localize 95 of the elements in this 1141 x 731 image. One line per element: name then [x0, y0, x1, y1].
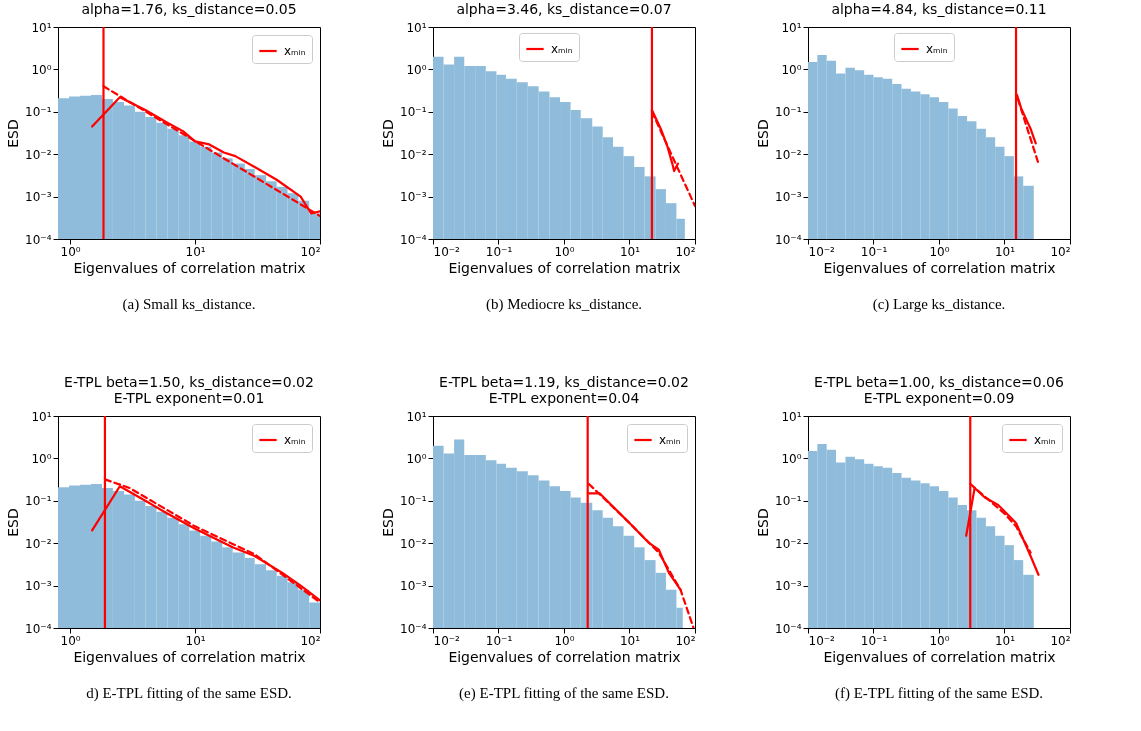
y-tick-label: 10⁻¹	[775, 494, 802, 509]
legend-label: xₘᵢₙ	[284, 44, 306, 58]
x-tick-label: 10²	[675, 633, 696, 648]
y-tick-label: 10⁻¹	[775, 105, 802, 120]
y-tick-label: 10⁻²	[400, 147, 427, 162]
y-tick-label: 10⁻⁴	[400, 232, 427, 247]
x-axis-title: Eigenvalues of correlation matrix	[448, 648, 681, 665]
x-axis-title: Eigenvalues of correlation matrix	[73, 648, 306, 665]
x-tick-label: 10⁰	[929, 244, 950, 259]
x-tick-label: 10⁻¹	[485, 244, 513, 259]
y-tick-label: 10¹	[31, 20, 52, 35]
y-tick-label: 10⁻⁴	[400, 621, 427, 636]
y-tick-label: 10⁻²	[775, 147, 802, 162]
y-tick-label: 10¹	[406, 20, 427, 35]
chart-title: E-TPL beta=1.19, ks_distance=0.02	[439, 374, 689, 390]
y-tick-label: 10⁻²	[25, 147, 52, 162]
chart-title: alpha=3.46, ks_distance=0.07	[456, 1, 672, 17]
x-axis-title: Eigenvalues of correlation matrix	[73, 259, 306, 276]
chart-title: E-TPL beta=1.00, ks_distance=0.06	[814, 374, 1065, 390]
chart-title: E-TPL beta=1.50, ks_distance=0.02	[64, 374, 314, 390]
y-tick-label: 10⁻²	[25, 536, 52, 551]
y-tick-label: 10⁰	[406, 62, 427, 77]
y-tick-label: 10⁻¹	[25, 105, 52, 120]
y-tick-label: 10¹	[31, 409, 52, 424]
x-tick-label: 10⁻¹	[860, 244, 888, 259]
x-tick-label: 10¹	[185, 633, 206, 648]
y-tick-label: 10⁻³	[25, 579, 52, 594]
y-axis-title: ESD	[380, 508, 397, 537]
text: (e) E-TPL fitting of the same ESD.	[459, 685, 669, 702]
text: (b) Mediocre ks_distance.	[485, 296, 643, 313]
y-tick-label: 10⁻²	[775, 536, 802, 551]
y-tick-label: 10⁰	[781, 451, 802, 466]
x-tick-label: 10⁻²	[808, 244, 836, 259]
y-tick-label: 10⁻³	[400, 190, 427, 205]
x-axis-title: Eigenvalues of correlation matrix	[823, 648, 1056, 665]
y-axis-title: ESD	[755, 119, 772, 148]
x-tick-label: 10¹	[619, 633, 641, 648]
y-tick-label: 10⁻³	[775, 190, 802, 205]
chart-subtitle: E-TPL exponent=0.04	[488, 390, 640, 406]
y-axis-title: ESD	[380, 119, 397, 148]
y-tick-label: 10⁻⁴	[775, 621, 802, 636]
text: (f) E-TPL fitting of the same ESD.	[834, 685, 1044, 702]
x-tick-label: 10¹	[994, 244, 1016, 259]
y-tick-label: 10⁻³	[400, 579, 427, 594]
x-tick-label: 10²	[1050, 633, 1071, 648]
y-tick-label: 10⁰	[781, 62, 802, 77]
text: d) E-TPL fitting of the same ESD.	[86, 685, 292, 702]
x-tick-label: 10²	[1050, 244, 1071, 259]
chart-subtitle: E-TPL exponent=0.09	[863, 390, 1015, 406]
x-tick-label: 10⁰	[929, 633, 950, 648]
x-tick-label: 10⁰	[60, 244, 81, 259]
legend-label: xₘᵢₙ	[284, 433, 306, 447]
y-tick-label: 10⁰	[406, 451, 427, 466]
legend-label: xₘᵢₙ	[926, 42, 948, 56]
text: (a) Small ks_distance.	[122, 296, 256, 313]
x-tick-label: 10¹	[619, 244, 641, 259]
y-tick-label: 10⁻¹	[400, 494, 427, 509]
x-tick-label: 10⁰	[554, 633, 575, 648]
y-axis-title: ESD	[755, 508, 772, 537]
x-tick-label: 10⁻¹	[485, 633, 513, 648]
legend-label: xₘᵢₙ	[659, 433, 681, 447]
y-axis-title: ESD	[5, 119, 22, 148]
y-tick-label: 10⁻²	[400, 536, 427, 551]
y-tick-label: 10¹	[781, 409, 802, 424]
y-tick-label: 10⁻³	[25, 190, 52, 205]
y-axis-title: ESD	[5, 508, 22, 537]
x-tick-label: 10²	[300, 244, 321, 259]
y-tick-label: 10⁻⁴	[25, 232, 52, 247]
x-axis-title: Eigenvalues of correlation matrix	[823, 259, 1056, 276]
y-tick-label: 10⁻⁴	[25, 621, 52, 636]
y-tick-label: 10⁻¹	[400, 105, 427, 120]
text: (c) Large ks_distance.	[872, 296, 1006, 313]
x-tick-label: 10⁻²	[433, 244, 461, 259]
y-tick-label: 10⁻³	[775, 579, 802, 594]
legend-label: xₘᵢₙ	[551, 42, 573, 56]
y-tick-label: 10⁰	[31, 451, 52, 466]
x-tick-label: 10¹	[185, 244, 206, 259]
x-tick-label: 10²	[300, 633, 321, 648]
y-tick-label: 10⁻⁴	[775, 232, 802, 247]
x-tick-label: 10⁻¹	[860, 633, 888, 648]
y-tick-label: 10¹	[406, 409, 427, 424]
y-tick-label: 10⁰	[31, 62, 52, 77]
x-tick-label: 10⁰	[60, 633, 81, 648]
chart-title: alpha=4.84, ks_distance=0.11	[831, 1, 1047, 17]
y-tick-label: 10⁻¹	[25, 494, 52, 509]
chart-subtitle: E-TPL exponent=0.01	[113, 390, 265, 406]
x-tick-label: 10¹	[994, 633, 1016, 648]
legend-label: xₘᵢₙ	[1034, 433, 1056, 447]
x-tick-label: 10⁻²	[808, 633, 836, 648]
x-tick-label: 10⁻²	[433, 633, 461, 648]
x-axis-title: Eigenvalues of correlation matrix	[448, 259, 681, 276]
chart-title: alpha=1.76, ks_distance=0.05	[81, 1, 297, 17]
x-tick-label: 10²	[675, 244, 696, 259]
x-tick-label: 10⁰	[554, 244, 575, 259]
y-tick-label: 10¹	[781, 20, 802, 35]
